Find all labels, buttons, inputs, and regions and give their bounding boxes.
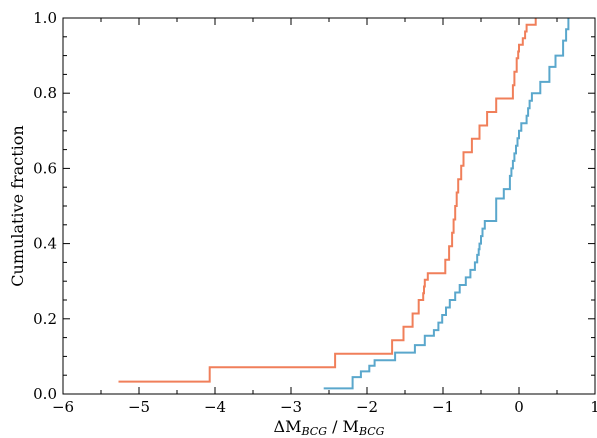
y-tick-label: 0.6 bbox=[33, 159, 57, 177]
x-tick-label: −4 bbox=[204, 398, 226, 416]
y-tick-label: 0.8 bbox=[33, 84, 57, 102]
y-axis-title: Cumulative fraction bbox=[8, 125, 27, 286]
y-tick-label: 0.0 bbox=[33, 385, 57, 403]
x-tick-label: −3 bbox=[280, 398, 302, 416]
x-tick-label: −2 bbox=[356, 398, 378, 416]
series-line-2 bbox=[323, 18, 570, 390]
y-tick-label: 1.0 bbox=[33, 9, 57, 27]
series-line-1 bbox=[118, 18, 537, 383]
x-tick-label: 0 bbox=[514, 398, 524, 416]
y-tick-label: 0.2 bbox=[33, 310, 57, 328]
x-tick-labels: −6 −5 −4 −3 −2 −1 0 1 bbox=[52, 398, 597, 416]
x-tick-label: 1 bbox=[590, 398, 597, 416]
x-tick-label: −6 bbox=[52, 398, 74, 416]
x-tick-label: −1 bbox=[432, 398, 454, 416]
x-tick-label: −5 bbox=[128, 398, 150, 416]
plot-area bbox=[118, 18, 570, 390]
y-tick-labels: 0.0 0.2 0.4 0.6 0.8 1.0 bbox=[33, 9, 57, 403]
x-axis-title: ΔMBCG / MBCG bbox=[274, 417, 385, 438]
axis-ticks bbox=[62, 17, 596, 395]
y-tick-label: 0.4 bbox=[33, 235, 57, 253]
